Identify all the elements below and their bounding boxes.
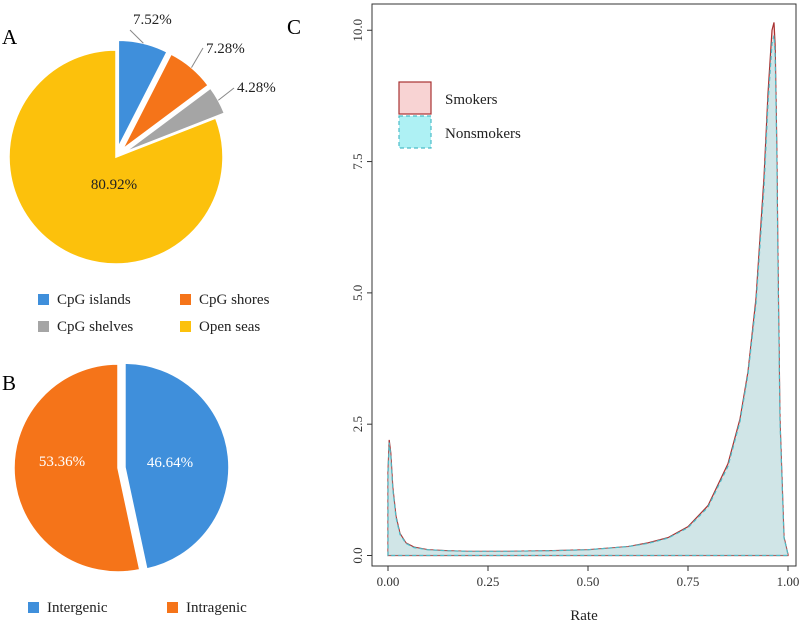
y-axis: 0.0 2.5 5.0 7.5 10.0 bbox=[350, 19, 372, 564]
slice-label-cpg-islands: 7.52% bbox=[133, 12, 172, 28]
legend-label-intragenic: Intragenic bbox=[186, 600, 247, 616]
leader-line-cpg-islands bbox=[129, 29, 144, 44]
y-tick-label: 7.5 bbox=[350, 153, 365, 169]
pie-chart-a: 7.52% 7.28% 4.28% 80.92% bbox=[8, 12, 276, 265]
legend-swatch-intergenic bbox=[28, 602, 39, 613]
legend-label-cpg-shores: CpG shores bbox=[199, 292, 270, 308]
pie-slice-cpg-islands bbox=[117, 39, 169, 148]
x-axis: 0.00 0.25 0.50 0.75 1.00 bbox=[377, 566, 800, 589]
pie-slice-intragenic bbox=[13, 363, 141, 573]
leader-line-cpg-shores bbox=[191, 47, 204, 68]
slice-label-open-seas: 80.92% bbox=[91, 177, 137, 193]
x-tick-label: 0.25 bbox=[477, 574, 500, 589]
x-axis-title: Rate bbox=[570, 608, 598, 624]
slice-label-cpg-shores: 7.28% bbox=[206, 41, 245, 57]
legend-label-smokers: Smokers bbox=[445, 92, 498, 108]
density-legend: Smokers Nonsmokers bbox=[398, 81, 521, 149]
slice-label-cpg-shelves: 4.28% bbox=[237, 80, 276, 96]
legend-key-nonsmokers bbox=[398, 115, 432, 149]
legend-label-nonsmokers: Nonsmokers bbox=[445, 126, 521, 142]
legend-b: Intergenic Intragenic bbox=[28, 600, 247, 616]
legend-label-open-seas: Open seas bbox=[199, 319, 260, 335]
y-tick-label: 2.5 bbox=[350, 416, 365, 432]
slice-label-intergenic: 46.64% bbox=[147, 455, 193, 471]
legend-swatch-cpg-islands bbox=[38, 294, 49, 305]
pie-slice-intergenic bbox=[124, 362, 230, 570]
legend-label-cpg-shelves: CpG shelves bbox=[57, 319, 133, 335]
legend-swatch-open-seas bbox=[180, 321, 191, 332]
x-tick-label: 0.50 bbox=[577, 574, 600, 589]
y-tick-label: 10.0 bbox=[350, 19, 365, 42]
pie-slice-cpg-shores bbox=[121, 53, 210, 150]
slice-label-intragenic: 53.36% bbox=[39, 454, 85, 470]
panel-letter-a: A bbox=[2, 25, 18, 49]
pie-chart-b: 46.64% 53.36% bbox=[13, 362, 230, 573]
legend-a: CpG islands CpG shores CpG shelves Open sea… bbox=[38, 292, 270, 335]
legend-label-cpg-islands: CpG islands bbox=[57, 292, 131, 308]
x-tick-label: 0.00 bbox=[377, 574, 400, 589]
panel-letter-c: C bbox=[287, 15, 301, 39]
legend-key-smokers bbox=[398, 81, 432, 115]
x-tick-label: 1.00 bbox=[777, 574, 800, 589]
legend-swatch-cpg-shores bbox=[180, 294, 191, 305]
density-area-nonsmokers bbox=[387, 35, 789, 557]
y-tick-label: 5.0 bbox=[350, 285, 365, 301]
pie-slice-open-seas bbox=[8, 49, 224, 265]
legend-label-intergenic: Intergenic bbox=[47, 600, 108, 616]
panel-letter-b: B bbox=[2, 371, 16, 395]
y-tick-label: 0.0 bbox=[350, 547, 365, 563]
x-tick-label: 0.75 bbox=[677, 574, 700, 589]
leader-line-cpg-shelves bbox=[218, 87, 235, 101]
density-areas bbox=[387, 22, 789, 557]
legend-swatch-cpg-shelves bbox=[38, 321, 49, 332]
density-chart-c: 0.0 2.5 5.0 7.5 10.0 0.00 0.25 0.50 0.75 1.00 Ra… bbox=[350, 3, 800, 624]
plot-frame bbox=[371, 3, 797, 567]
legend-swatch-intragenic bbox=[167, 602, 178, 613]
